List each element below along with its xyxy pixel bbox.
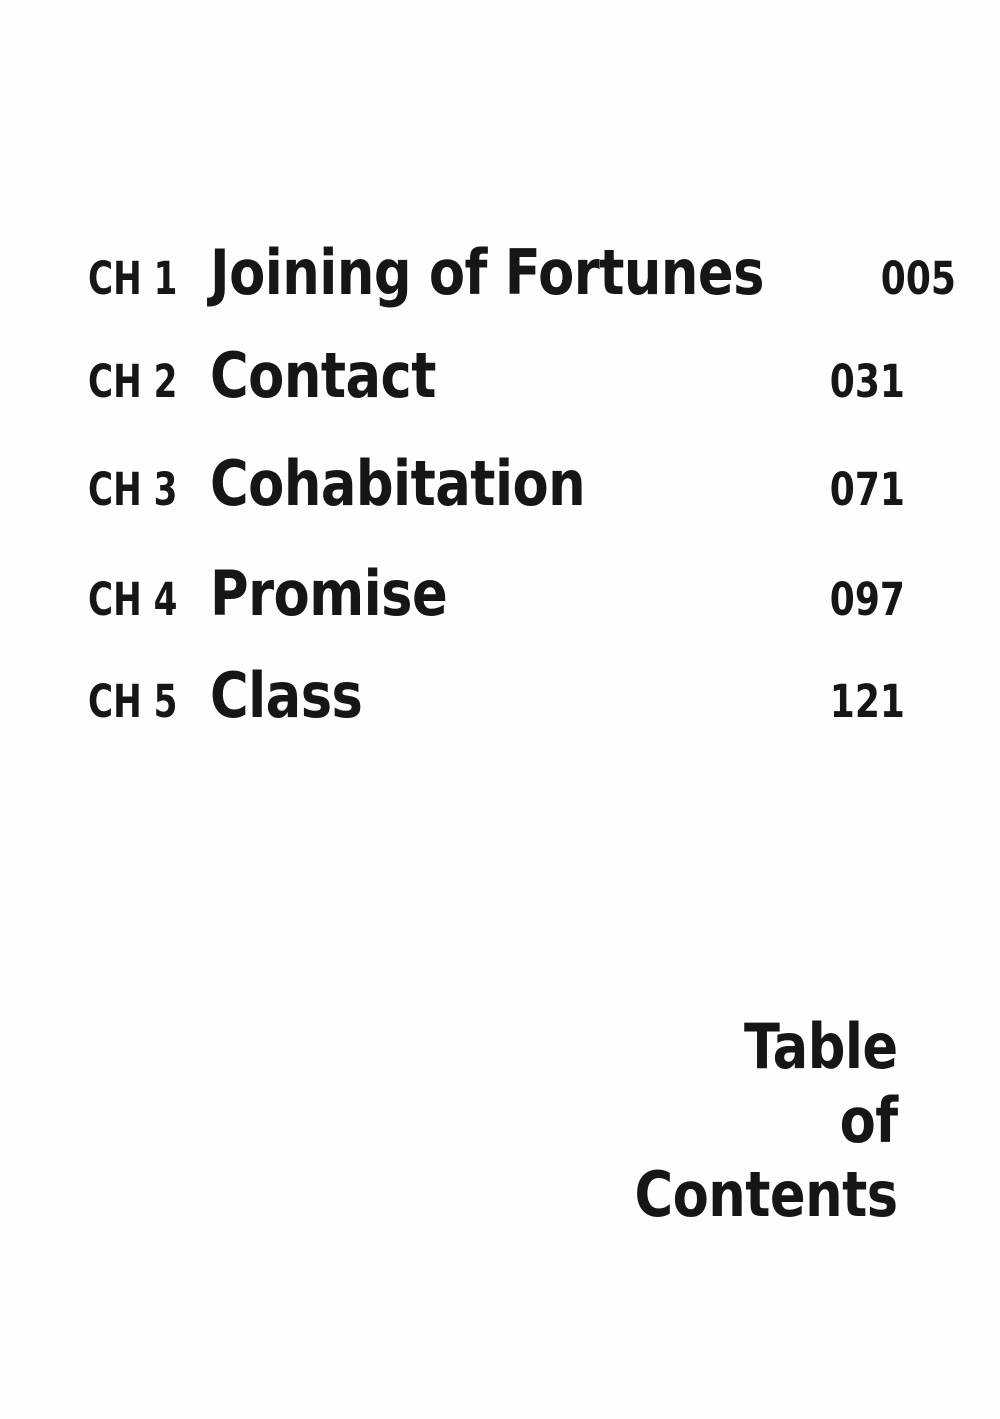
page-title-line: Table [744, 1010, 898, 1083]
page-title-line: of [839, 1084, 899, 1157]
page-title: Table of Contents [588, 1010, 899, 1232]
chapter-title: Contact [210, 339, 436, 412]
chapter-title: Class [210, 659, 363, 732]
chapter-page-number: 121 [829, 675, 905, 728]
toc-row: CH 4 Promise 097 [88, 563, 905, 625]
chapter-title: Cohabitation [210, 447, 586, 520]
chapter-number-label: CH 4 [88, 573, 178, 626]
toc-row: CH 5 Class 121 [88, 665, 905, 727]
chapter-page-number: 005 [880, 252, 956, 305]
chapter-number-label: CH 3 [88, 463, 178, 516]
toc-row: CH 2 Contact 031 [88, 345, 905, 407]
chapter-number-label: CH 2 [88, 355, 178, 408]
toc-row: CH 1 Joining of Fortunes 005 [88, 236, 956, 309]
chapter-page-number: 097 [829, 573, 905, 626]
chapter-page-number: 071 [829, 463, 905, 516]
chapter-title: Joining of Fortunes [210, 236, 764, 309]
toc-row: CH 3 Cohabitation 071 [88, 453, 905, 515]
chapter-title: Promise [210, 557, 448, 630]
chapter-page-number: 031 [829, 355, 905, 408]
chapter-number-label: CH 1 [88, 252, 178, 305]
page-title-line: Contents [634, 1158, 899, 1231]
chapter-number-label: CH 5 [88, 675, 178, 728]
